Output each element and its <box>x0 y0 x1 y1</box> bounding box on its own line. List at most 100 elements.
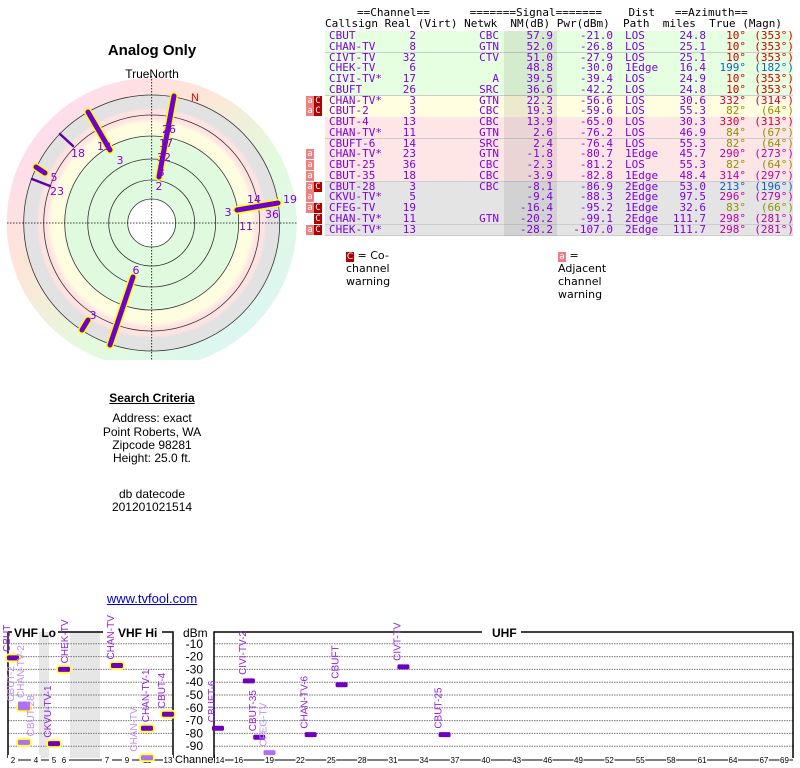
station-bearings <box>30 92 282 349</box>
cell-real: 14 <box>402 136 416 150</box>
tick-bg <box>779 755 790 765</box>
radar-channel-label: 26 <box>162 123 176 136</box>
tick-bg <box>295 755 306 765</box>
table-row[interactable]: CBUFT-6 14 SRC 2.4 -76.4 LOS 55.3 82° (64°) <box>325 136 794 151</box>
cell-pwr: -59.6 <box>579 104 613 118</box>
cell-pwr: -27.9 <box>579 50 613 64</box>
channel-tick-label: 67 <box>759 756 768 765</box>
cell-magn: (314°) <box>754 93 794 107</box>
cell-path: LOS <box>625 104 645 118</box>
cell-magn: (353°) <box>754 72 794 85</box>
table-row[interactable]: CIVI-TV* 17 A 39.5 -39.4 LOS 24.9 10° (353°) <box>325 72 794 86</box>
cell-call: CBUT-25 <box>329 158 376 171</box>
tick-bg <box>666 755 677 765</box>
cell-path: 2Edge <box>625 211 659 225</box>
cell-net: CTV <box>479 50 499 64</box>
cell-net: CBC <box>479 29 499 42</box>
nm-column-shade <box>504 160 557 171</box>
adjacent-warning-icon: a <box>306 170 314 181</box>
dbm-tick-label: -10 <box>186 637 204 651</box>
radar-channel-label: 14 <box>247 193 261 206</box>
table-row[interactable]: CBUT-2 3 CBC 19.3 -59.6 LOS 55.3 82° (64°) a C <box>306 104 794 118</box>
channel-tick-label: 6 <box>62 756 67 765</box>
table-header-columns: Callsign Real (Virt) Netwk NM(dB) Pwr(dB… <box>325 17 782 30</box>
cell-dist: 55.3 <box>679 136 707 150</box>
vhf-hi-label: VHF Hi <box>118 626 157 640</box>
adjacent-warning-icon: a <box>306 149 314 160</box>
cell-magn: (64°) <box>760 136 794 150</box>
cell-true: 290° <box>719 147 747 161</box>
adjacent-warning-icon: a <box>306 106 314 117</box>
table-row[interactable]: CBUT-4 13 CBC 13.9 -65.0 LOS 30.3 330° (313°) <box>325 115 794 129</box>
cell-true: 314° <box>719 168 747 182</box>
signal-marker-label: CBUFT-6 <box>207 680 218 722</box>
table-row[interactable]: CIVT-TV 32 CTV 51.0 -27.9 LOS 25.1 10° (353°) <box>325 50 794 65</box>
channel-tick-label: 64 <box>729 756 738 765</box>
tick-bg <box>59 755 69 765</box>
cell-magn: (297°) <box>754 168 794 182</box>
cell-real: 18 <box>402 168 416 182</box>
cell-net: GTN <box>479 211 499 225</box>
channel-tick-label: 34 <box>420 756 429 765</box>
cell-real: 32 <box>402 50 416 64</box>
cell-true: 10° <box>726 82 746 96</box>
cell-net: CBC <box>479 158 499 171</box>
cell-magn: (281°) <box>754 211 794 225</box>
cell-nm: 48.8 <box>526 61 554 75</box>
cell-true: 330° <box>719 115 747 128</box>
adjacent-warning-icon: a <box>306 95 314 106</box>
nm-column-shade <box>504 181 557 193</box>
tick-bg <box>102 755 112 765</box>
signal-marker <box>111 663 123 669</box>
channel-tick-label: 7 <box>105 756 110 765</box>
cell-magn: (182°) <box>754 61 794 75</box>
tvfool-link[interactable]: www.tvfool.com <box>106 591 198 606</box>
cell-pwr: -39.4 <box>579 72 613 85</box>
cell-true: 213° <box>719 179 747 193</box>
cell-call: CIVI-TV* <box>329 72 382 85</box>
radar-channel-label: 5 <box>51 171 58 184</box>
adjacent-channel-legend: = Adjacent channel warning <box>558 249 607 301</box>
tick-bg <box>635 755 646 765</box>
channel-tick-label: 37 <box>450 756 459 765</box>
cell-dist: 111.7 <box>672 211 706 225</box>
signal-marker-label: CBUT-2 <box>6 666 17 702</box>
cell-net: GTN <box>479 93 499 107</box>
tick-bg <box>480 755 491 765</box>
cell-call: CHEK-TV <box>329 61 376 75</box>
tick-bg <box>264 755 275 765</box>
vhf-gap-band <box>70 632 100 758</box>
cell-pwr: -21.0 <box>579 29 613 42</box>
cell-path: 1Edge <box>625 147 659 161</box>
channel-tick-label: 2 <box>11 756 16 765</box>
signal-marker-label: CIVI-TV-2 <box>238 631 249 675</box>
cell-call: CBUT-2 <box>329 104 369 118</box>
cell-true: 10° <box>726 39 746 53</box>
co-channel-legend-item: C = Co-channel warning <box>346 249 390 288</box>
signal-marker-label: CKVU-TV-1 <box>43 685 54 738</box>
table-row[interactable]: CBUT-25 36 CBC -2.3 -81.2 LOS 55.3 82° (64°) a <box>306 158 794 172</box>
nm-column-shade <box>504 213 557 225</box>
vhf-lo-label: VHF Lo <box>14 626 56 640</box>
cell-magn: (66°) <box>760 201 794 214</box>
co-channel-warning-icon: C <box>314 224 322 235</box>
cell-dist: 45.7 <box>679 147 707 161</box>
radar-channel-label: 13 <box>97 140 111 153</box>
cell-real: 3 <box>409 93 416 107</box>
table-row[interactable]: CHAN-TV* 3 GTN 22.2 -56.6 LOS 30.6 332° (314°) a C <box>306 93 794 108</box>
cell-pwr: -82.8 <box>579 168 613 182</box>
tick-bg <box>8 755 18 765</box>
channel-tick-label: 52 <box>605 756 614 765</box>
co-channel-warning-icon: C <box>314 95 322 106</box>
table-row[interactable]: CHEK-TV* 13 -28.2 -107.0 2Edge 111.7 298° (281°… <box>306 223 794 237</box>
signal-marker <box>162 711 174 717</box>
cell-magn: (64°) <box>760 104 794 118</box>
cell-magn: (353°) <box>754 29 794 42</box>
dbm-tick-label: -60 <box>186 701 204 715</box>
co-channel-warning-icon: C <box>314 106 322 117</box>
cell-net: SRC <box>479 82 499 96</box>
channel-tick-label: 49 <box>574 756 583 765</box>
co-channel-icon: C <box>346 252 354 262</box>
cell-magn: (353°) <box>754 39 794 53</box>
cell-nm: 22.2 <box>526 93 554 107</box>
